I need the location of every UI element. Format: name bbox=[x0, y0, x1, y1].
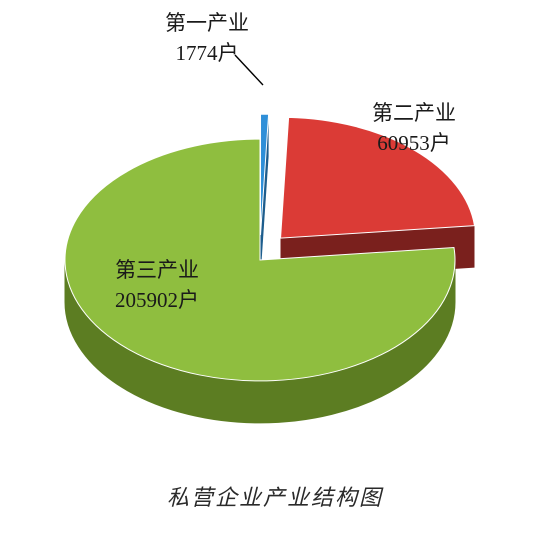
pie-svg bbox=[0, 0, 550, 480]
slice-value: 205902户 bbox=[115, 288, 199, 312]
pie-chart: 第一产业 1774户 第二产业 60953户 第三产业 205902户 bbox=[0, 0, 550, 480]
slice-label-secondary: 第二产业 60953户 bbox=[372, 98, 456, 159]
slice-label-primary: 第一产业 1774户 bbox=[165, 8, 249, 69]
slice-name: 第三产业 bbox=[115, 258, 199, 282]
slice-name: 第一产业 bbox=[165, 11, 249, 35]
chart-title: 私营企业产业结构图 bbox=[0, 480, 550, 512]
slice-value: 1774户 bbox=[176, 41, 239, 65]
slice-label-tertiary: 第三产业 205902户 bbox=[115, 255, 199, 316]
slice-value: 60953户 bbox=[377, 131, 451, 155]
slice-name: 第二产业 bbox=[372, 101, 456, 125]
